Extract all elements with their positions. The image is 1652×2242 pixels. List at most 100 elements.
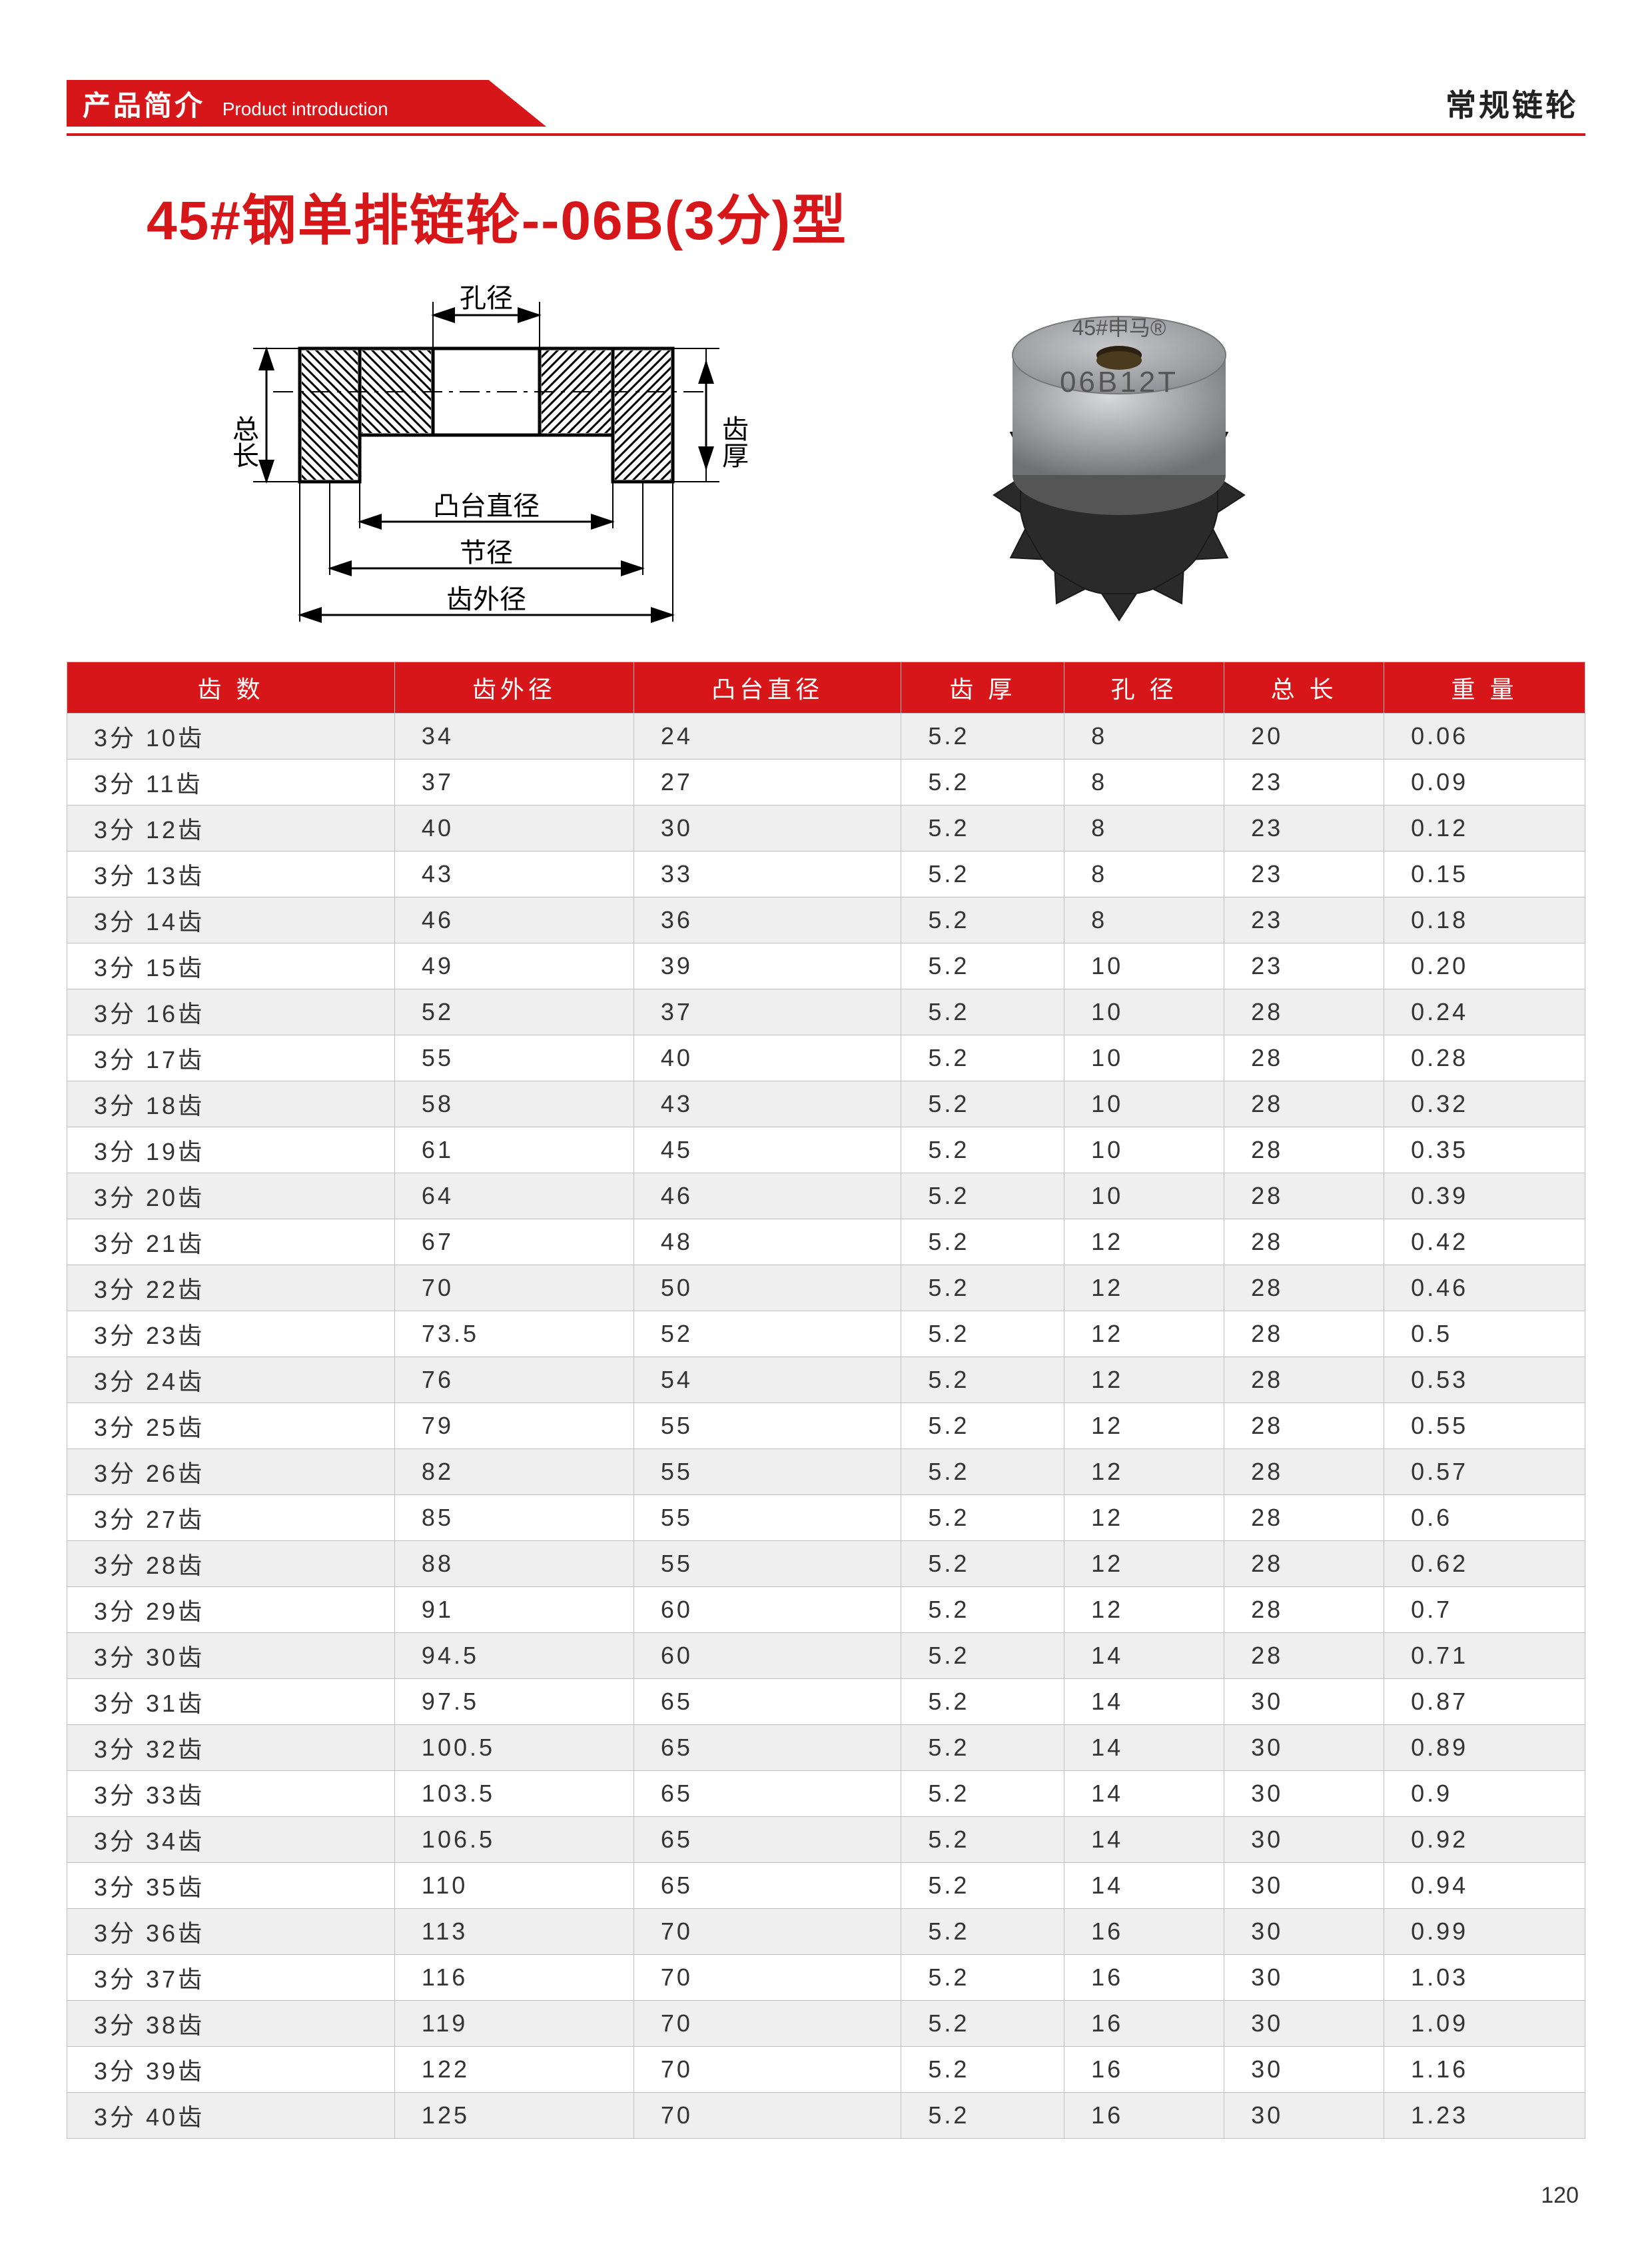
table-cell: 0.71	[1384, 1633, 1585, 1679]
table-cell: 12	[1064, 1587, 1224, 1633]
table-cell: 5.2	[901, 1265, 1064, 1311]
table-cell: 52	[633, 1311, 901, 1357]
table-cell: 5.2	[901, 1633, 1064, 1679]
table-cell: 3分 25齿	[67, 1403, 395, 1449]
table-cell: 12	[1064, 1403, 1224, 1449]
table-cell: 5.2	[901, 1863, 1064, 1909]
table-cell: 28	[1224, 1587, 1384, 1633]
table-cell: 1.09	[1384, 2001, 1585, 2047]
table-cell: 0.57	[1384, 1449, 1585, 1495]
table-cell: 110	[394, 1863, 633, 1909]
table-cell: 3分 17齿	[67, 1035, 395, 1081]
product-photo: 45#申马® 06B12T	[933, 275, 1306, 622]
table-cell: 0.18	[1384, 897, 1585, 943]
label-total-length: 总长	[228, 415, 258, 468]
table-cell: 55	[633, 1495, 901, 1541]
table-cell: 5.2	[901, 1679, 1064, 1725]
table-cell: 16	[1064, 2001, 1224, 2047]
table-cell: 14	[1064, 1679, 1224, 1725]
table-cell: 10	[1064, 989, 1224, 1035]
table-header-cell: 齿外径	[394, 662, 633, 714]
table-cell: 23	[1224, 851, 1384, 897]
table-row: 3分 12齿40305.28230.12	[67, 806, 1585, 851]
table-cell: 0.39	[1384, 1173, 1585, 1219]
table-cell: 5.2	[901, 806, 1064, 851]
table-cell: 0.32	[1384, 1081, 1585, 1127]
table-row: 3分 13齿43335.28230.15	[67, 851, 1585, 897]
table-cell: 88	[394, 1541, 633, 1587]
table-cell: 28	[1224, 1035, 1384, 1081]
table-cell: 70	[633, 2001, 901, 2047]
table-cell: 0.15	[1384, 851, 1585, 897]
table-cell: 20	[1224, 714, 1384, 760]
table-row: 3分 27齿85555.212280.6	[67, 1495, 1585, 1541]
table-cell: 12	[1064, 1219, 1224, 1265]
table-cell: 3分 36齿	[67, 1909, 395, 1955]
table-cell: 28	[1224, 1127, 1384, 1173]
table-cell: 55	[633, 1449, 901, 1495]
table-cell: 3分 31齿	[67, 1679, 395, 1725]
table-cell: 103.5	[394, 1771, 633, 1817]
table-row: 3分 14齿46365.28230.18	[67, 897, 1585, 943]
table-cell: 5.2	[901, 1449, 1064, 1495]
table-cell: 73.5	[394, 1311, 633, 1357]
table-cell: 60	[633, 1587, 901, 1633]
table-cell: 5.2	[901, 897, 1064, 943]
table-cell: 46	[394, 897, 633, 943]
table-cell: 5.2	[901, 1403, 1064, 1449]
table-cell: 28	[1224, 1357, 1384, 1403]
table-cell: 16	[1064, 1909, 1224, 1955]
table-cell: 54	[633, 1357, 901, 1403]
table-cell: 23	[1224, 943, 1384, 989]
table-cell: 67	[394, 1219, 633, 1265]
table-cell: 27	[633, 760, 901, 806]
table-cell: 40	[394, 806, 633, 851]
table-cell: 3分 22齿	[67, 1265, 395, 1311]
table-cell: 5.2	[901, 989, 1064, 1035]
table-cell: 70	[633, 2047, 901, 2093]
table-cell: 65	[633, 1679, 901, 1725]
table-cell: 0.89	[1384, 1725, 1585, 1771]
page-header: 产品简介 Product introduction 常规链轮	[67, 80, 1585, 127]
table-cell: 3分 40齿	[67, 2093, 395, 2139]
photo-bottom-text: 06B12T	[1060, 366, 1178, 398]
table-cell: 0.99	[1384, 1909, 1585, 1955]
table-cell: 14	[1064, 1725, 1224, 1771]
table-cell: 23	[1224, 760, 1384, 806]
banner-cn: 产品简介	[83, 90, 205, 121]
table-cell: 3分 23齿	[67, 1311, 395, 1357]
table-cell: 3分 29齿	[67, 1587, 395, 1633]
table-cell: 50	[633, 1265, 901, 1311]
table-cell: 5.2	[901, 1955, 1064, 2001]
table-row: 3分 11齿37275.28230.09	[67, 760, 1585, 806]
table-cell: 23	[1224, 806, 1384, 851]
table-cell: 5.2	[901, 851, 1064, 897]
table-cell: 5.2	[901, 1357, 1064, 1403]
table-cell: 12	[1064, 1357, 1224, 1403]
table-cell: 28	[1224, 1311, 1384, 1357]
table-cell: 5.2	[901, 1725, 1064, 1771]
table-cell: 0.09	[1384, 760, 1585, 806]
table-cell: 5.2	[901, 1311, 1064, 1357]
table-cell: 8	[1064, 897, 1224, 943]
table-cell: 0.55	[1384, 1403, 1585, 1449]
table-row: 3分 35齿110655.214300.94	[67, 1863, 1585, 1909]
table-cell: 70	[633, 1955, 901, 2001]
table-row: 3分 20齿64465.210280.39	[67, 1173, 1585, 1219]
table-cell: 10	[1064, 943, 1224, 989]
table-cell: 55	[633, 1403, 901, 1449]
table-row: 3分 18齿58435.210280.32	[67, 1081, 1585, 1127]
table-row: 3分 37齿116705.216301.03	[67, 1955, 1585, 2001]
table-cell: 3分 37齿	[67, 1955, 395, 2001]
table-cell: 3分 28齿	[67, 1541, 395, 1587]
table-cell: 8	[1064, 851, 1224, 897]
table-cell: 58	[394, 1081, 633, 1127]
table-cell: 37	[394, 760, 633, 806]
table-cell: 3分 26齿	[67, 1449, 395, 1495]
table-header-cell: 重 量	[1384, 662, 1585, 714]
table-cell: 1.16	[1384, 2047, 1585, 2093]
section-banner: 产品简介 Product introduction	[67, 80, 388, 127]
table-cell: 5.2	[901, 1587, 1064, 1633]
table-cell: 37	[633, 989, 901, 1035]
table-row: 3分 17齿55405.210280.28	[67, 1035, 1585, 1081]
